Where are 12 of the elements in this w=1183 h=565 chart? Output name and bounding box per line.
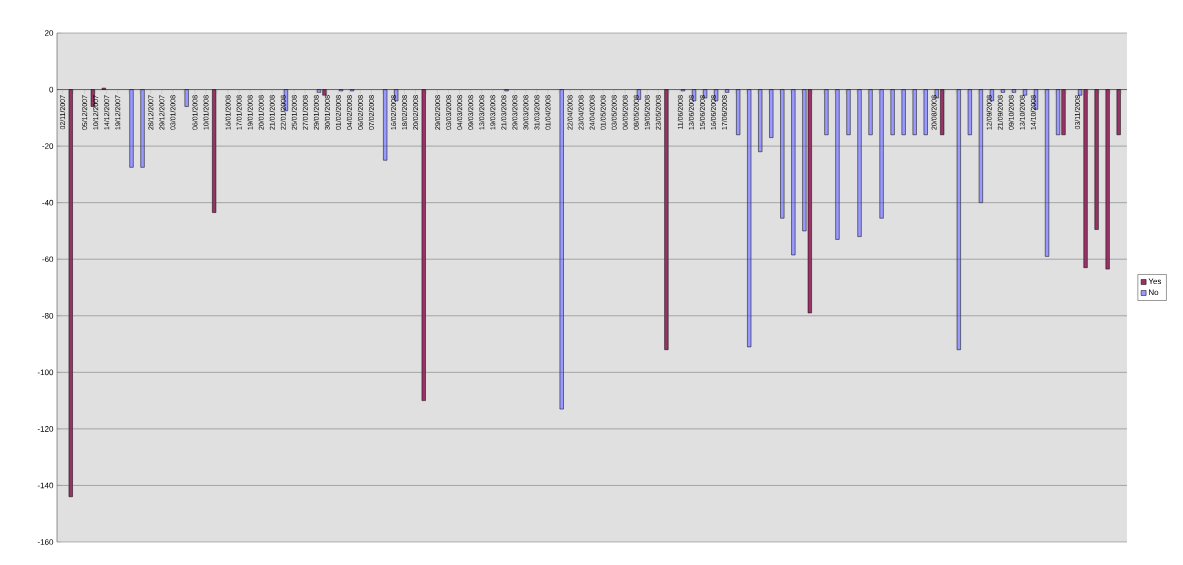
y-tick-label: -60 xyxy=(42,256,54,263)
legend-label: No xyxy=(1149,289,1159,296)
y-tick-label: -40 xyxy=(42,199,54,206)
y-tick-label: -100 xyxy=(37,369,54,376)
y-tick-label: 0 xyxy=(49,86,54,93)
y-tick-label: -120 xyxy=(37,426,54,432)
legend-label: Yes xyxy=(1148,278,1162,285)
y-tick-label: -140 xyxy=(37,482,54,489)
y-tick-label: -160 xyxy=(37,539,54,545)
y-tick-label: 20 xyxy=(44,30,54,36)
y-tick-label: -80 xyxy=(42,312,54,319)
y-tick-label: -20 xyxy=(42,143,54,149)
